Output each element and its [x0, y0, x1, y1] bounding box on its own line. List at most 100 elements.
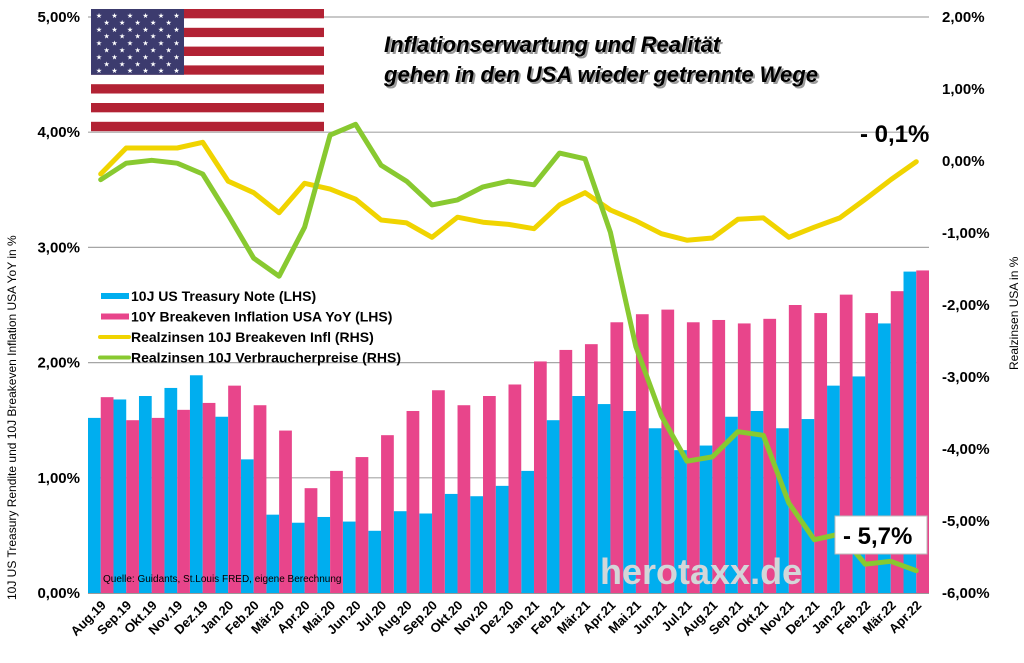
- y-right-tick-label: 2,00%: [942, 9, 985, 26]
- title-line-2: gehen in den USA wieder getrennte Wege: [383, 62, 818, 87]
- us-flag-icon: ★ ★ ★ ★ ★ ★★ ★ ★ ★ ★★ ★ ★ ★ ★ ★★ ★ ★ ★ ★★ ★ ★ ★ ★ ★★ ★ ★ ★ ★★ ★ ★ ★ ★ ★★…: [91, 9, 324, 132]
- flag-star: ★: [135, 60, 141, 68]
- flag-stripe: [91, 112, 324, 122]
- annotation-cpi-label: - 5,7%: [843, 523, 912, 550]
- bar-treasury: [546, 420, 560, 593]
- source-note: Quelle: Guidants, St.Louis FRED, eigene …: [103, 574, 341, 585]
- bar-treasury: [699, 445, 713, 593]
- flag-star: ★: [158, 53, 164, 61]
- flag-stripe: [91, 37, 324, 47]
- bar-breakeven: [151, 417, 165, 593]
- legend: 10J US Treasury Note (LHS) 10Y Breakeven …: [98, 288, 401, 366]
- flag-stripe: [91, 121, 324, 132]
- y-right-tick-label: -4,00%: [942, 441, 990, 458]
- legend-swatch: [101, 293, 129, 299]
- bar-breakeven: [559, 349, 573, 593]
- flag-star: ★: [173, 67, 179, 75]
- bar-breakeven: [228, 385, 241, 593]
- flag-star: ★: [127, 26, 133, 34]
- y-right-tick-label: -1,00%: [942, 225, 990, 242]
- bar-treasury: [317, 516, 331, 593]
- bar-treasury: [266, 514, 280, 593]
- legend-label: Realzinsen 10J Verbraucherpreise (RHS): [131, 350, 401, 366]
- title-line-2-shadow: gehen in den USA wieder getrennte Wege: [385, 64, 820, 89]
- bar-treasury: [240, 459, 254, 593]
- y-left-tick-label: 3,00%: [37, 239, 80, 256]
- bar-treasury: [88, 417, 101, 593]
- bar-breakeven: [177, 409, 190, 593]
- bar-breakeven: [355, 457, 369, 593]
- y-left-tick-label: 0,00%: [37, 585, 80, 602]
- flag-star: ★: [111, 53, 117, 61]
- flag-star: ★: [142, 53, 148, 61]
- bar-treasury: [164, 387, 178, 593]
- flag-star: ★: [111, 12, 117, 20]
- flag-star: ★: [166, 60, 172, 68]
- flag-canton: [91, 9, 184, 75]
- y-right-tick-label: -2,00%: [942, 297, 990, 314]
- legend-label: 10J US Treasury Note (LHS): [131, 288, 316, 304]
- bar-treasury: [674, 450, 687, 593]
- flag-star: ★: [142, 40, 148, 48]
- flag-star: ★: [150, 33, 156, 41]
- legend-label: 10Y Breakeven Inflation USA YoY (LHS): [131, 309, 392, 325]
- flag-star: ★: [150, 47, 156, 55]
- bar-treasury: [419, 513, 433, 593]
- flag-stripe: [91, 103, 324, 113]
- flag-star: ★: [111, 40, 117, 48]
- watermark: herotaxx.de: [600, 551, 802, 592]
- y-left-tick-label: 4,00%: [37, 124, 80, 141]
- bar-treasury: [725, 416, 738, 593]
- annotation-cpi-box: [834, 515, 928, 555]
- bar-breakeven: [126, 420, 139, 593]
- bar-breakeven: [279, 430, 292, 593]
- bar-treasury: [291, 522, 305, 593]
- bar-treasury: [368, 530, 382, 593]
- flag-star: ★: [150, 60, 156, 68]
- bar-breakeven: [304, 488, 318, 593]
- bar-breakeven: [253, 405, 267, 593]
- flag-star: ★: [104, 19, 110, 27]
- flag-star: ★: [142, 12, 148, 20]
- bar-treasury: [342, 521, 356, 593]
- flag-star: ★: [158, 12, 164, 20]
- flag-star: ★: [173, 53, 179, 61]
- bar-breakeven: [584, 344, 598, 593]
- y-right-tick-label: -5,00%: [942, 513, 990, 530]
- flag-star: ★: [127, 67, 133, 75]
- flag-stripe: [91, 65, 324, 75]
- flag-star: ★: [119, 60, 125, 68]
- bar-breakeven: [916, 270, 929, 593]
- bar-treasury: [776, 428, 789, 593]
- bar-treasury: [444, 493, 458, 593]
- y-right-tick-label: -6,00%: [942, 585, 990, 602]
- line-cpi-real-rate: [98, 121, 919, 574]
- bar-treasury: [597, 404, 611, 593]
- legend-label: Realzinsen 10J Breakeven Infl (RHS): [131, 329, 374, 345]
- x-axis: Aug.19Sep.19Okt.19Nov.19Dez.19Jan.20Feb.…: [68, 598, 925, 639]
- bar-breakeven: [432, 390, 445, 593]
- bar-breakeven: [814, 313, 828, 593]
- bar-treasury: [521, 470, 534, 593]
- bar-breakeven: [661, 309, 675, 593]
- flag-star: ★: [96, 40, 102, 48]
- flag-star: ★: [135, 19, 141, 27]
- flag-star: ★: [96, 67, 102, 75]
- annotation-breakeven-label: - 0,1%: [860, 121, 929, 148]
- flag-star: ★: [135, 33, 141, 41]
- line-breakeven-real-rate: [98, 139, 919, 243]
- flag-star: ★: [173, 26, 179, 34]
- flag-star: ★: [96, 12, 102, 20]
- bar-breakeven: [381, 435, 394, 593]
- bar-breakeven: [406, 410, 420, 593]
- bar-breakeven: [788, 305, 802, 593]
- flag-star: ★: [166, 33, 172, 41]
- y-axis-left: 0,00% 1,00% 2,00% 3,00% 4,00% 5,00%: [37, 9, 80, 602]
- y-left-tick-label: 2,00%: [37, 355, 80, 372]
- bar-breakeven: [533, 361, 547, 593]
- annotation-cpi: - 5,7%: [834, 515, 928, 555]
- flag-star: ★: [166, 47, 172, 55]
- flag-star: ★: [150, 19, 156, 27]
- flag-stripe: [91, 46, 324, 56]
- flag-star: ★: [119, 47, 125, 55]
